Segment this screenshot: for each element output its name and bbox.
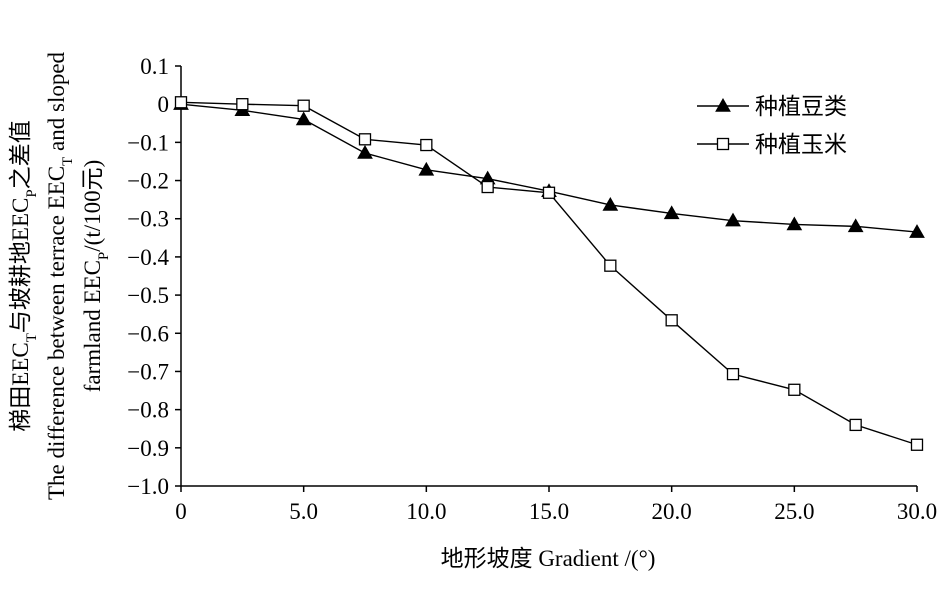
y-tick-label: −0.2 [127,169,169,194]
data-point [604,259,617,272]
data-point [725,212,741,227]
y-axis-ticks: 0.1 0 −0.1 −0.2 −0.3 −0.4 −0.5 −0.6 −0.7 −0.8 −0.9… [127,54,181,499]
y-tick-label: −0.9 [127,436,169,461]
series-layer [173,96,925,451]
legend-item: 种植豆类 [697,94,847,120]
data-point [786,216,803,231]
data-point [357,145,373,159]
y-axis-title-line-2: The difference between terrace EECT and … [44,51,76,500]
x-tick-label: 0 [175,499,187,524]
data-point [481,180,494,194]
y-axis-title-line-1: 梯田EECT与坡耕地EECP之差值 [8,120,40,431]
data-point [236,98,249,111]
data-point [849,418,862,432]
x-tick-label: 20.0 [652,499,692,524]
x-tick-label: 10.0 [406,499,446,524]
x-tick-label: 5.0 [289,499,318,524]
y-tick-label: −1.0 [127,474,169,499]
legend-item: 种植玉米 [697,132,847,158]
data-point [726,367,740,381]
y-axis-title: 梯田EECT与坡耕地EECP之差值 The difference between… [8,51,112,500]
data-point [909,224,925,238]
y-tick-label: 0 [158,92,170,117]
data-point [910,438,924,451]
axes [180,66,917,487]
legend-marker [715,97,731,112]
y-tick-label: −0.7 [127,359,169,384]
y-tick-label: −0.3 [127,207,169,232]
y-tick-label: −0.5 [127,283,169,308]
data-point [174,96,188,109]
data-point [663,205,680,220]
data-point [295,111,312,126]
x-tick-label: 25.0 [774,499,814,524]
y-tick-label: 0.1 [140,54,169,79]
data-point [542,186,556,199]
data-point [665,314,678,327]
legend-marker [716,137,730,151]
data-point [297,99,310,112]
data-point [788,383,801,396]
legend-label: 种植玉米 [755,132,847,158]
data-point [418,161,435,176]
y-axis-title-line-3: farmland EECP/(t/100元) [80,160,112,393]
y-tick-label: −0.6 [127,321,169,346]
data-point [847,218,864,233]
data-point [420,138,433,152]
x-axis-title: 地形坡度 Gradient /(°) [441,546,656,571]
x-tick-label: 30.0 [897,499,937,524]
y-tick-label: −0.1 [127,130,169,155]
y-tick-label: −0.8 [127,398,169,423]
data-point [358,133,372,146]
x-axis-ticks: 0 5.0 10.0 15.0 20.0 25.0 30.0 [175,486,937,524]
data-point [602,196,619,211]
series-2 [174,96,924,451]
x-tick-label: 15.0 [529,499,569,524]
legend-label: 种植豆类 [755,94,847,120]
series-line [180,103,918,233]
y-tick-label: −0.4 [127,245,169,270]
